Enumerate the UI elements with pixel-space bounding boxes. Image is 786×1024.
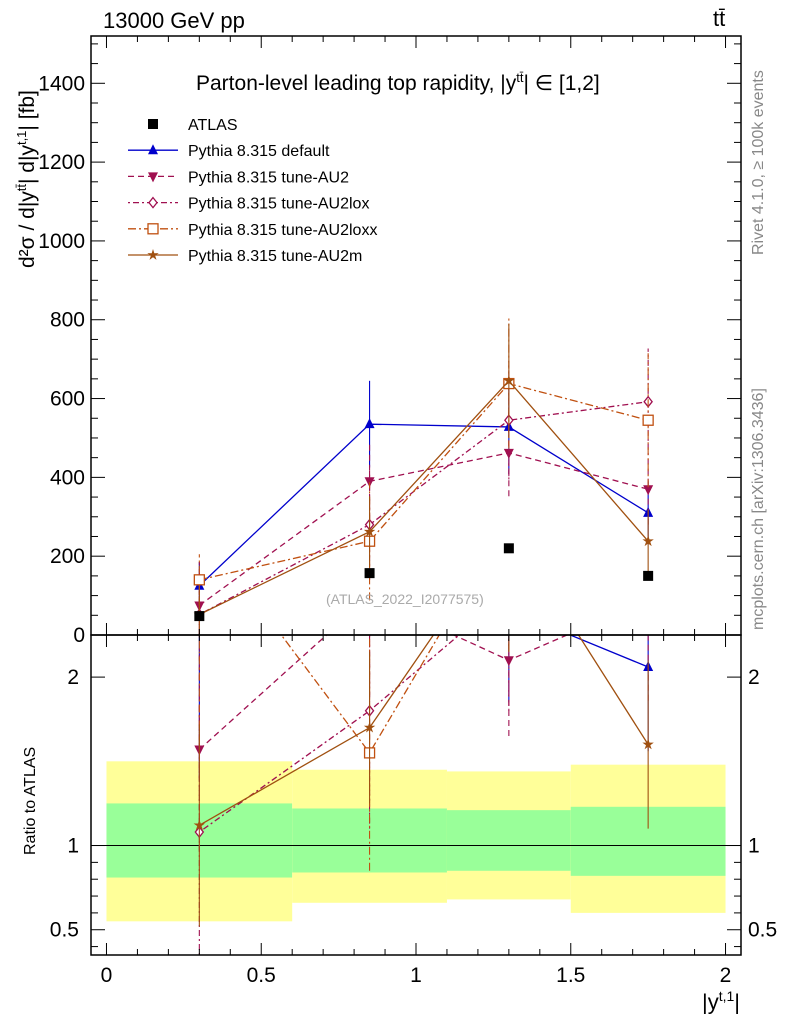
axes: 0 0.5 1 1.5 2 0 200 400 600 800 1000 1200 1400 0.5 0.5…: [38, 35, 777, 987]
y-tick-label: 1400: [38, 72, 85, 95]
legend-entry: Pythia 8.315 default: [128, 143, 330, 160]
legend-entry: Pythia 8.315 tune-AU2m: [128, 248, 362, 265]
ratio-line-2: [198, 635, 461, 833]
legend: ATLAS Pythia 8.315 default Pythia 8.315 tu…: [128, 117, 377, 265]
legend-marker: [148, 196, 158, 209]
y-tick-label: 400: [50, 466, 85, 489]
atlas-data-point: [194, 611, 205, 622]
ratio-tick-label-right: 1: [748, 835, 760, 858]
legend-marker: [147, 249, 159, 260]
ratio-series: [193, 635, 654, 955]
legend-entry: Pythia 8.315 tune-AU2lox: [128, 196, 369, 213]
y-tick-label: 0: [73, 624, 85, 647]
x-tick-label: 0: [101, 964, 113, 987]
legend-label: ATLAS: [188, 117, 238, 134]
atlas-data-point: [643, 570, 654, 581]
atlas-data-point: [503, 543, 514, 554]
x-tick-label: 1.5: [556, 964, 585, 987]
data-point: [642, 535, 654, 547]
analysis-watermark: (ATLAS_2022_I2077575): [326, 591, 484, 607]
ratio-band-inner: [446, 810, 571, 871]
ratio-line-3: [280, 635, 440, 755]
main-series: [193, 318, 654, 635]
data-point: [503, 374, 515, 386]
data-point: [642, 414, 654, 426]
ratio-tick-label-right: 0.5: [748, 919, 777, 942]
atlas-data-point: [364, 568, 375, 579]
ratio-tick-label: 0.5: [50, 919, 79, 942]
y-tick-label: 800: [50, 309, 85, 332]
x-tick-label: 1: [410, 964, 422, 987]
series-line-0: [198, 423, 649, 587]
legend-marker: [148, 172, 158, 183]
ratio-line-1: [198, 635, 569, 751]
ratio-tick-label-right: 2: [748, 666, 760, 689]
legend-marker: [148, 119, 158, 129]
data-point: [503, 448, 514, 459]
series-line-2: [199, 401, 649, 616]
mcplots-label: mcplots.cern.ch [arXiv:1306.3436]: [750, 388, 767, 630]
ratio-line-4: [199, 635, 649, 826]
x-tick-label: 0.5: [247, 964, 276, 987]
data-point: [363, 525, 376, 537]
y-tick-label: 200: [50, 545, 85, 568]
legend-label: Pythia 8.315 tune-AU2loxx: [188, 222, 377, 239]
process-label: tt̄: [713, 6, 726, 31]
chart-title: Parton-level leading top rapidity, |ytt̄…: [196, 70, 600, 95]
ratio-point: [193, 819, 205, 831]
ratio-tick-label: 2: [67, 666, 79, 689]
y-axis-label: d²σ / d|ytt̄| d|yt,1| [fb]: [14, 90, 39, 268]
legend-label: Pythia 8.315 tune-AU2lox: [188, 196, 369, 213]
y-tick-label: 1000: [38, 230, 85, 253]
series-line-4: [199, 379, 649, 616]
legend-label: Pythia 8.315 tune-AU2m: [188, 248, 362, 265]
data-point: [193, 574, 205, 586]
legend-entry: Pythia 8.315 tune-AU2: [128, 169, 349, 186]
rivet-version-label: Rivet 4.1.0, ≥ 100k events: [750, 70, 767, 255]
legend-entry: ATLAS: [148, 117, 238, 134]
series-line-3: [199, 382, 649, 581]
x-axis-label: |yt,1|: [702, 988, 741, 1015]
ratio-uncertainty-bands: [91, 761, 741, 922]
data-point: [643, 485, 654, 496]
legend-entry: Pythia 8.315 tune-AU2loxx: [128, 222, 377, 239]
data-point: [364, 418, 375, 429]
y-tick-label: 1200: [38, 151, 85, 174]
legend-marker: [148, 144, 158, 155]
ratio-tick-label: 1: [67, 835, 79, 858]
ratio-y-axis-label: Ratio to ATLAS: [22, 746, 39, 855]
ratio-point: [642, 738, 654, 750]
legend-marker: [147, 223, 159, 235]
series-line-1: [198, 452, 649, 606]
legend-label: Pythia 8.315 tune-AU2: [188, 169, 349, 186]
x-tick-label: 2: [720, 964, 732, 987]
legend-label: Pythia 8.315 default: [188, 143, 330, 160]
ratio-point: [363, 721, 376, 733]
energy-label: 13000 GeV pp: [103, 8, 245, 33]
ratio-line-0: [568, 635, 649, 668]
y-tick-label: 600: [50, 388, 85, 411]
